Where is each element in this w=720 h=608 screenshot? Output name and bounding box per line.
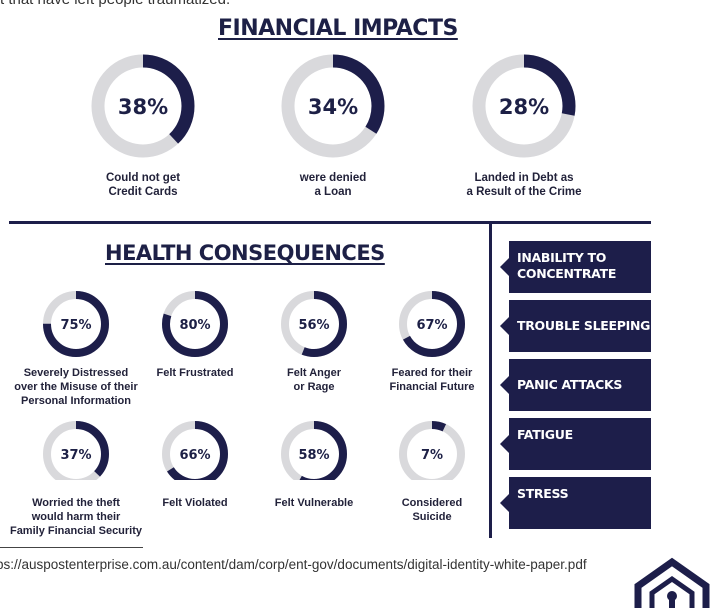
health-donuts: 75% 80% 56% 67% 37% 66% 58% 7% bbox=[43, 291, 465, 480]
financial-label-2: were denied a Loan bbox=[299, 172, 367, 198]
financial-percent-2: 34% bbox=[308, 95, 358, 119]
source-url: ps://auspostenterprise.com.au/content/da… bbox=[0, 557, 587, 572]
health-label-7: Felt Vulnerable bbox=[274, 497, 354, 509]
section-divider bbox=[9, 221, 651, 224]
health-label-5: Worried the theft would harm their Family … bbox=[9, 497, 143, 537]
health-donut-6: 66% bbox=[162, 421, 228, 480]
health-label-8: Considered Suicide bbox=[401, 497, 463, 523]
symptom-tag-stress: STRESS bbox=[500, 477, 651, 529]
financial-percent-3: 28% bbox=[499, 95, 549, 119]
financial-donut-3: 28% bbox=[472, 54, 576, 158]
health-donut-4: 67% bbox=[399, 291, 465, 357]
footnote-rule bbox=[0, 547, 143, 548]
health-donut-3: 56% bbox=[281, 291, 347, 357]
financial-impacts-heading: FINANCIAL IMPACTS bbox=[218, 16, 458, 41]
column-divider bbox=[489, 223, 492, 538]
health-donut-1: 75% bbox=[43, 291, 109, 357]
symptom-tag-fatigue: FATIGUE bbox=[500, 418, 651, 470]
health-percent-5: 37% bbox=[60, 448, 91, 463]
symptom-tag-inability-to-concentrate: INABILITY TO CONCENTRATE bbox=[500, 241, 651, 293]
health-percent-3: 56% bbox=[298, 318, 329, 333]
financial-donut-2: 34% bbox=[281, 54, 385, 158]
symptom-tag-panic-attacks: PANIC ATTACKS bbox=[500, 359, 651, 411]
health-consequences-heading: HEALTH CONSEQUENCES bbox=[105, 241, 385, 265]
symptom-tag-trouble-sleeping: TROUBLE SLEEPING bbox=[500, 300, 651, 352]
intro-text: t that have left people traumatized. bbox=[0, 0, 230, 8]
health-donut-8: 7% bbox=[399, 421, 465, 480]
health-label-6: Felt Violated bbox=[162, 497, 228, 509]
health-label-3: Felt Anger or Rage bbox=[287, 367, 341, 393]
health-donut-7: 58% bbox=[281, 421, 347, 480]
financial-donut-1: 38% bbox=[91, 54, 195, 158]
health-percent-4: 67% bbox=[416, 318, 447, 333]
health-label-2: Felt Frustrated bbox=[156, 367, 234, 379]
financial-donuts: 38% 34% 28% bbox=[91, 54, 576, 158]
health-percent-7: 58% bbox=[298, 448, 329, 463]
health-percent-1: 75% bbox=[60, 318, 91, 333]
health-donut-2: 80% bbox=[162, 291, 228, 357]
health-percent-2: 80% bbox=[179, 318, 210, 333]
financial-label-3: Landed in Debt as a Result of the Crime bbox=[466, 172, 582, 198]
health-label-4: Feared for their Financial Future bbox=[389, 367, 475, 393]
health-percent-8: 7% bbox=[421, 448, 443, 463]
health-percent-6: 66% bbox=[179, 448, 210, 463]
health-donut-5: 37% bbox=[43, 421, 109, 480]
financial-percent-1: 38% bbox=[118, 95, 168, 119]
financial-label-1: Could not get Credit Cards bbox=[105, 172, 181, 198]
health-label-1: Severely Distressed over the Misuse of th… bbox=[14, 367, 138, 407]
house-lock-icon bbox=[634, 557, 710, 608]
